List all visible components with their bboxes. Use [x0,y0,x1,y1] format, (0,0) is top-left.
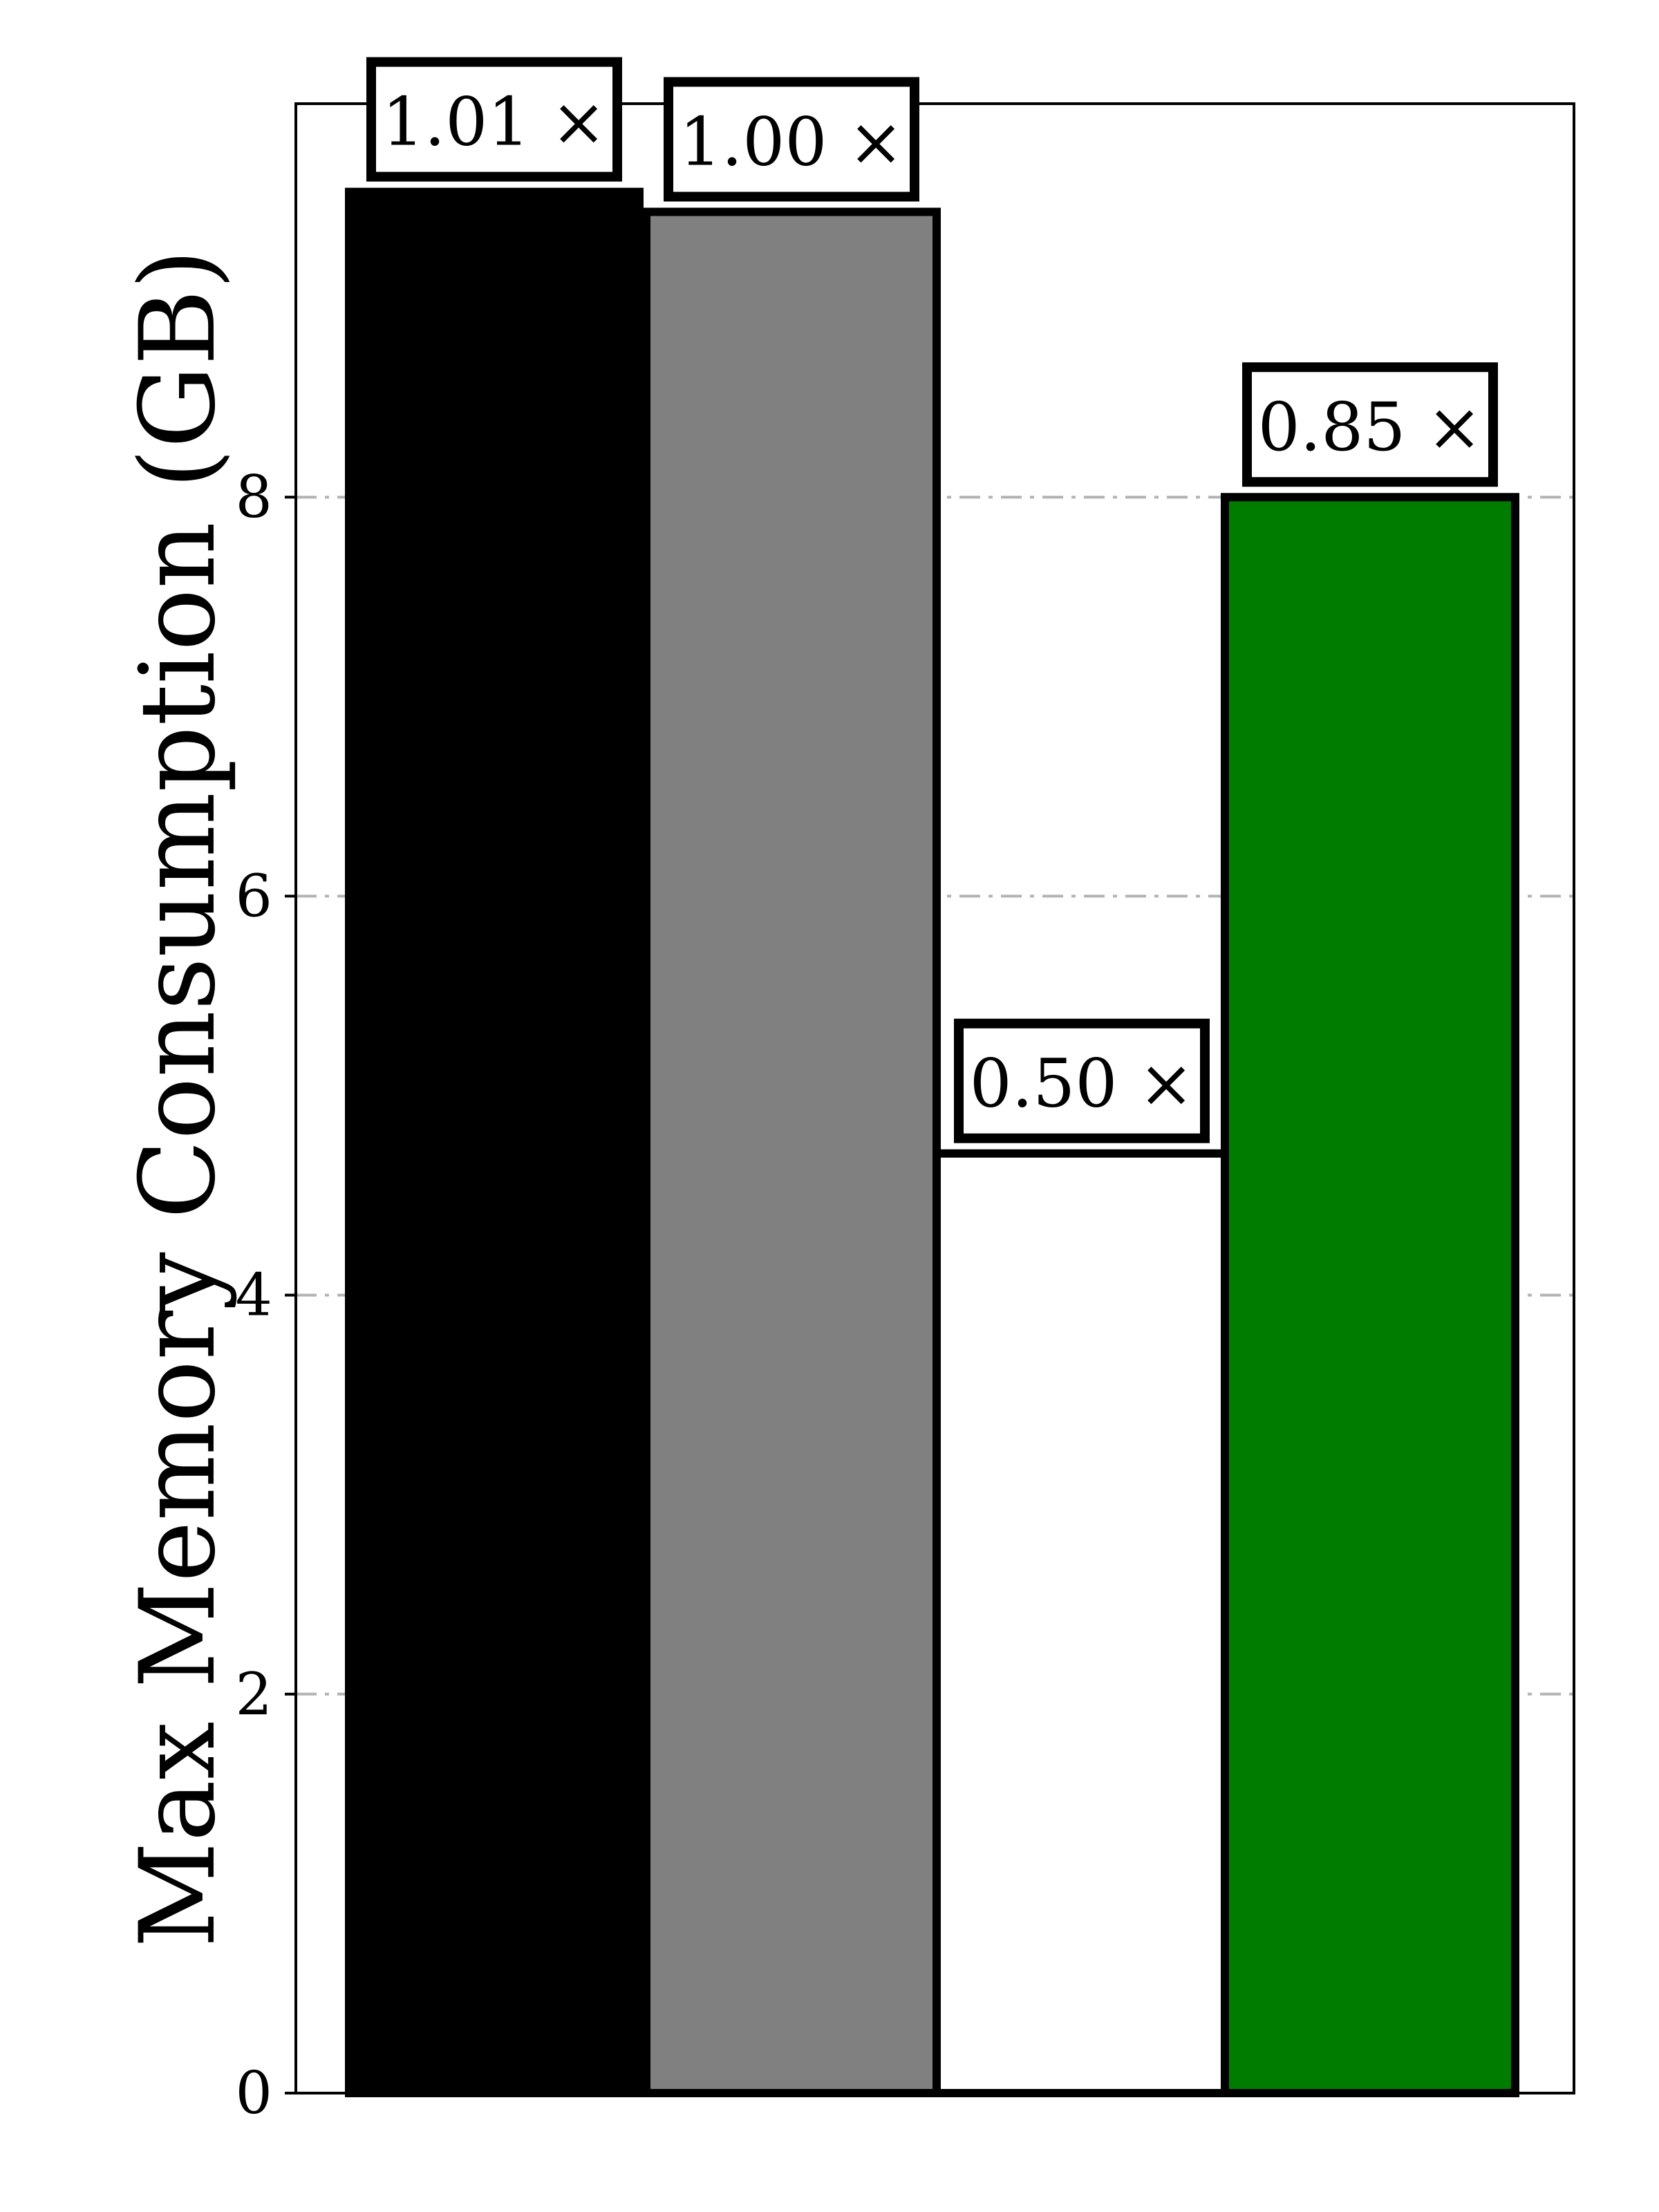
bars [345,187,1519,2098]
plot-frame [294,102,1575,2094]
data-label-box-1 [366,57,622,182]
data-label-4: 0.85 × [1258,388,1483,466]
bar-3 [932,1149,1231,2097]
y-tick-label: 0 [236,2059,272,2127]
bar-4 [1221,493,1519,2098]
data-label-1: 1.01 × [382,84,607,161]
data-label-3: 0.50 × [970,1045,1194,1123]
y-axis-ticks: 0 2 4 6 8 [236,463,296,2127]
bar-1 [345,187,644,2097]
y-axis-label: Max Memory Consumption (GB) [118,249,238,1948]
data-labels: 1.01 × 1.00 × 0.50 × 0.85 × [366,57,1498,1143]
data-label-box-4 [1242,362,1498,487]
data-label-2: 1.00 × [679,104,904,181]
y-tick-label: 2 [236,1660,272,1728]
y-tick-label: 8 [236,463,272,531]
bar-2 [642,207,941,2098]
y-tick-label: 4 [236,1262,272,1329]
y-tick-label: 6 [236,862,272,930]
data-label-box-2 [664,77,919,202]
data-label-box-3 [954,1018,1210,1143]
